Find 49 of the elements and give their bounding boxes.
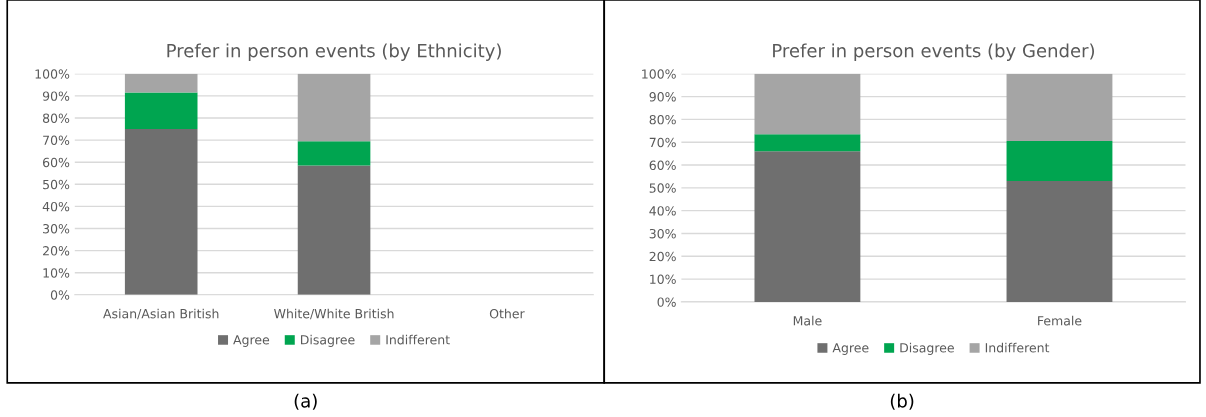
y-tick-label: 60% <box>43 157 70 168</box>
y-tick-label: 10% <box>650 274 676 285</box>
bar <box>754 151 861 302</box>
x-tick-label: White/White British <box>274 308 394 320</box>
y-tick-label: 50% <box>649 183 676 193</box>
y-tick-label: 70% <box>43 135 70 146</box>
y-tick-label: 40% <box>42 201 70 212</box>
y-tick-label: 80% <box>42 113 70 123</box>
bar <box>124 92 198 130</box>
bar <box>1006 141 1113 182</box>
legend-label: Agree <box>832 343 869 355</box>
bar <box>297 141 371 166</box>
legend-label: Indifferent <box>386 334 450 345</box>
bar <box>1006 73 1113 142</box>
text: (a) <box>294 393 317 410</box>
bar <box>124 129 198 295</box>
y-tick-label: 60% <box>649 160 676 170</box>
y-tick-label: 20% <box>649 251 676 262</box>
y-tick-label: 100% <box>642 69 676 79</box>
y-tick-label: 40% <box>649 206 676 216</box>
y-tick-label: 30% <box>649 228 676 239</box>
legend-label: Disagree <box>900 342 954 355</box>
text: (b) <box>890 393 914 410</box>
y-tick-label: 50% <box>43 179 70 190</box>
chart-title: Prefer in person events (by Gender) <box>773 43 1095 61</box>
y-tick-label: 80% <box>649 114 676 125</box>
y-tick-label: 90% <box>649 92 676 102</box>
x-tick-label: Asian/Asian British <box>103 308 219 320</box>
bar <box>754 134 861 152</box>
legend-label: Agree <box>233 335 270 347</box>
y-tick-label: 0% <box>50 290 70 300</box>
bar <box>124 73 198 93</box>
y-tick-label: 10% <box>43 268 70 278</box>
legend-label: Indifferent <box>985 342 1050 353</box>
bar <box>297 73 371 142</box>
legend-label: Disagree <box>300 334 355 347</box>
x-tick-label: Male <box>793 315 822 326</box>
bar <box>297 165 371 295</box>
y-tick-label: 70% <box>649 137 676 148</box>
y-tick-label: 90% <box>42 91 70 101</box>
y-tick-label: 30% <box>43 223 70 234</box>
y-tick-label: 20% <box>43 246 70 256</box>
bar <box>754 73 861 135</box>
y-tick-label: 100% <box>35 69 70 79</box>
bar <box>1006 181 1113 302</box>
x-tick-label: Female <box>1038 315 1082 326</box>
y-tick-label: 0% <box>657 297 676 307</box>
chart-title: Prefer in person events (by Ethnicity) <box>167 43 501 61</box>
x-tick-label: Other <box>489 308 525 319</box>
